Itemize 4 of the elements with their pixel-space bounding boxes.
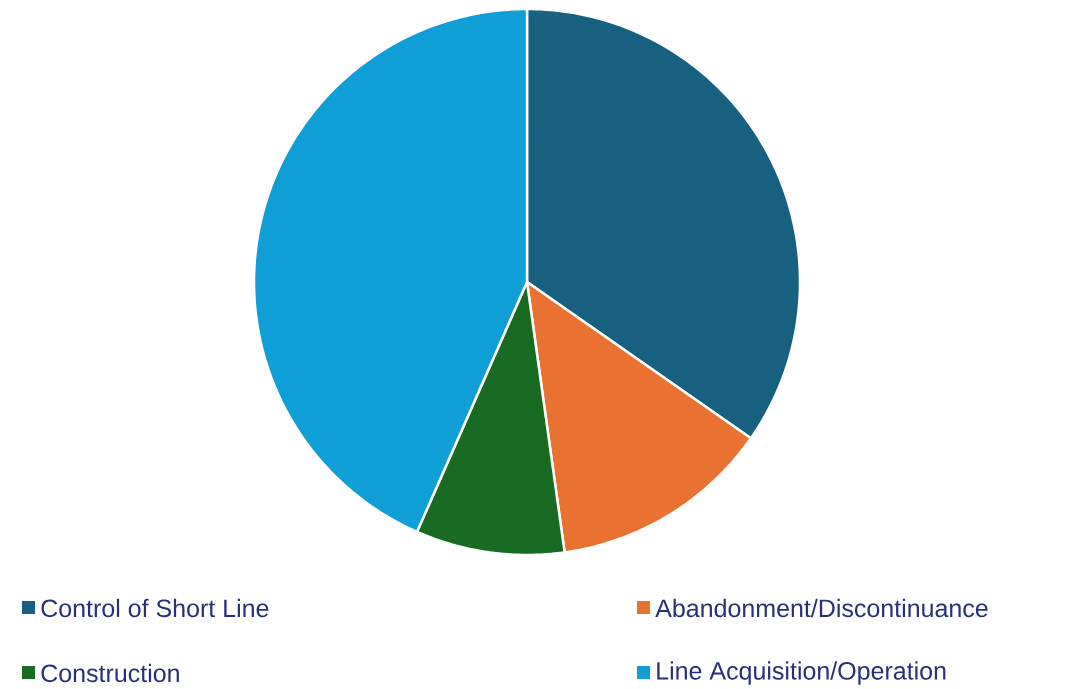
- legend-label: Line Acquisition/Operation: [657, 661, 946, 685]
- legend-label: Abandonment/Discontinuance: [655, 598, 988, 618]
- legend-label: Construction: [41, 663, 179, 683]
- legend-label: Control of Short Line: [41, 598, 269, 618]
